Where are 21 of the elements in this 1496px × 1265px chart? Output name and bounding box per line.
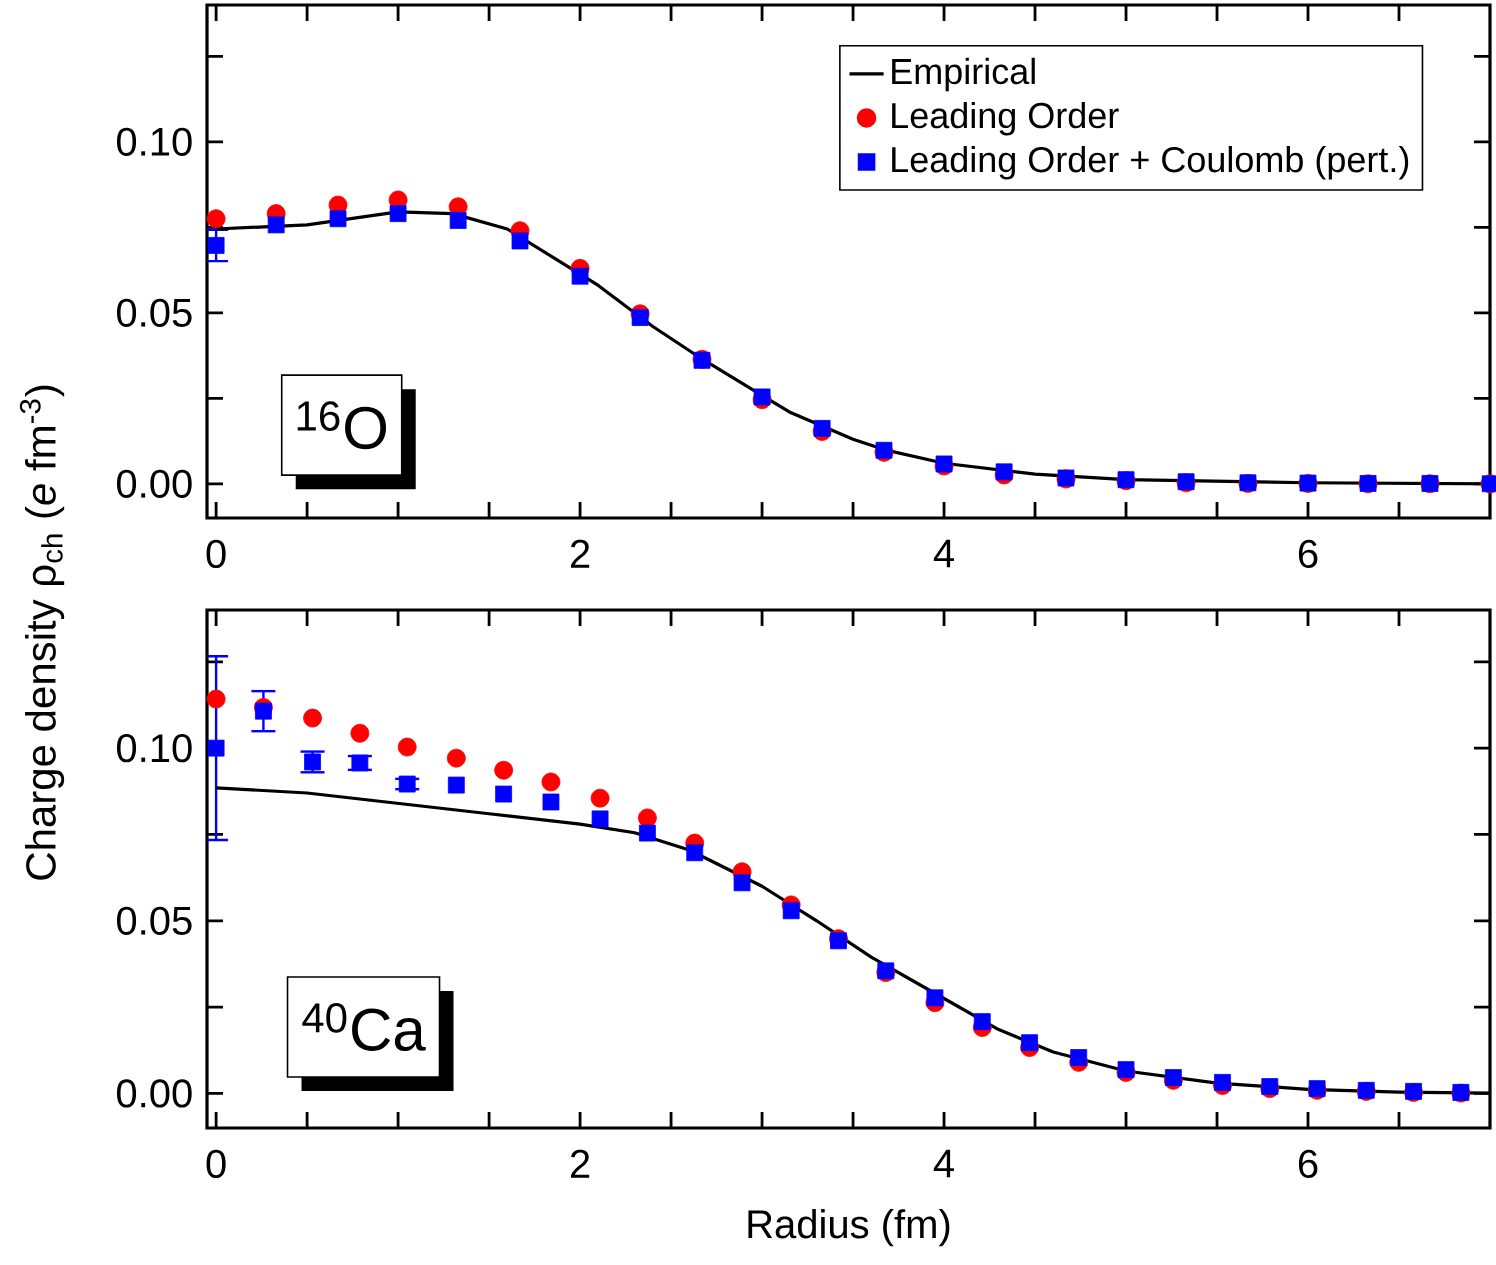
legend-label: Leading Order + Coulomb (pert.) — [892, 145, 1409, 180]
x-tick-label: 4 — [933, 1149, 954, 1178]
x-tick-label: 2 — [570, 539, 590, 568]
legend-label: Empirical — [892, 57, 1035, 92]
x-tick-label: 4 — [933, 539, 954, 568]
y-tick-label: 0.00 — [116, 469, 192, 498]
y-tick-label: 0.10 — [116, 733, 192, 763]
x-tick-label: 6 — [1298, 1149, 1318, 1179]
x-axis-title: Radius (fm) — [748, 1209, 950, 1247]
x-tick-label: 0 — [206, 1149, 226, 1179]
y-tick-label: 0.00 — [116, 1079, 192, 1108]
y-axis-title: Charge density ρ$_{ch}$ (e fm$^{-3}$) — [19, 385, 65, 880]
x-tick-label: 2 — [570, 1149, 590, 1178]
annotation: $^{16}$O — [297, 401, 387, 450]
y-tick-label: 0.05 — [116, 906, 192, 935]
x-tick-label: 6 — [1298, 539, 1318, 569]
legend-label: Leading Order — [892, 101, 1119, 136]
y-tick-label: 0.10 — [116, 127, 192, 156]
annotation: $^{40}$Ca — [302, 1002, 426, 1051]
y-tick-label: 0.05 — [116, 298, 192, 327]
x-tick-label: 0 — [206, 539, 226, 569]
